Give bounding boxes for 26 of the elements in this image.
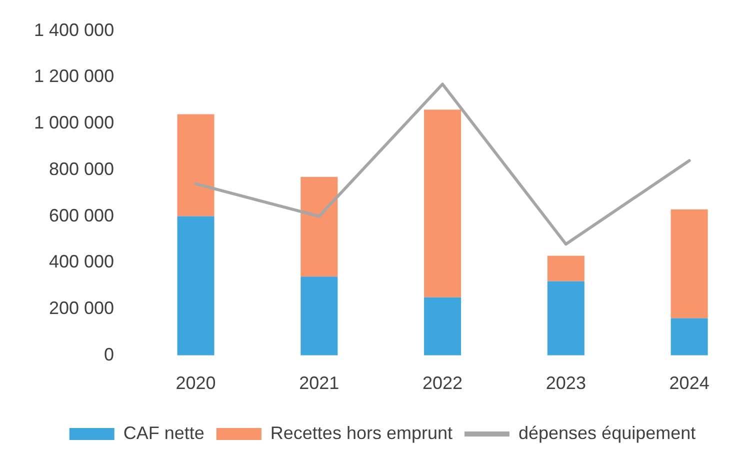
x-tick-label: 2024 (669, 373, 710, 394)
bar (547, 281, 584, 356)
bar (300, 276, 338, 356)
y-tick-label: 1 200 000 (34, 66, 114, 86)
y-tick-label: 1 000 000 (34, 112, 114, 133)
y-tick-label: 800 000 (49, 158, 114, 179)
y-tick-label: 1 400 000 (34, 20, 114, 40)
bar (670, 318, 708, 356)
legend-label: CAF nette (123, 422, 204, 443)
bar (424, 297, 462, 356)
y-tick-label: 400 000 (49, 252, 114, 272)
legend-label: Recettes hors emprunt (270, 422, 452, 443)
x-tick-label: 2020 (176, 373, 216, 394)
bar (177, 216, 214, 356)
x-tick-label: 2023 (546, 373, 586, 394)
bar (300, 176, 338, 277)
x-tick-label: 2022 (422, 373, 463, 394)
bar (424, 110, 462, 298)
bar (177, 114, 214, 216)
x-tick-label: 2021 (299, 373, 340, 394)
legend-label: dépenses équipement (518, 422, 696, 443)
bar (670, 209, 708, 318)
y-tick-label: 0 (104, 344, 114, 364)
bar (547, 256, 584, 282)
y-tick-label: 600 000 (49, 205, 114, 226)
y-tick-label: 200 000 (49, 298, 114, 318)
